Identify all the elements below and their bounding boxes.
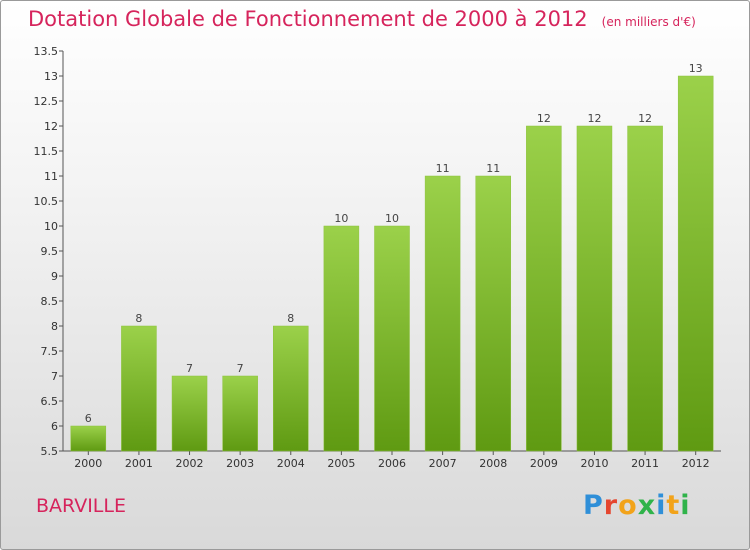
- x-tick-label: 2002: [176, 457, 204, 470]
- y-tick-label: 11: [44, 170, 58, 183]
- x-tick-label: 2003: [226, 457, 254, 470]
- y-tick-label: 6.5: [41, 395, 59, 408]
- chart-labels: 2000 6 2001 8 2002 7 2003 7 2004 8 2005 10 2006 10 200…: [74, 62, 709, 470]
- data-label: 12: [587, 112, 601, 125]
- x-tick-label: 2000: [74, 457, 102, 470]
- x-tick-label: 2009: [530, 457, 558, 470]
- x-tick-label: 2006: [378, 457, 406, 470]
- x-tick-label: 2010: [580, 457, 608, 470]
- y-tick-label: 13: [44, 70, 58, 83]
- bar-2009: [526, 125, 562, 452]
- bar-2005: [323, 225, 360, 452]
- brand-letter: P: [583, 490, 604, 521]
- data-label: 10: [385, 212, 399, 225]
- y-tick-label: 13.5: [34, 45, 59, 58]
- data-label: 10: [334, 212, 348, 225]
- data-label: 12: [638, 112, 652, 125]
- y-tick-label: 8.5: [41, 295, 59, 308]
- bar-2007: [424, 175, 461, 452]
- brand-letter: o: [618, 490, 638, 521]
- y-tick-label: 10.5: [34, 195, 59, 208]
- y-tick-label: 7.5: [41, 345, 59, 358]
- bar-2011: [627, 125, 663, 452]
- brand-letter: i: [680, 490, 691, 521]
- bar-2010: [576, 125, 613, 452]
- y-tick-label: 8: [51, 320, 58, 333]
- y-tick-label: 11.5: [34, 145, 59, 158]
- brand-letter: t: [666, 490, 681, 521]
- bar-2002: [171, 375, 208, 452]
- bar-2012: [677, 75, 714, 452]
- y-tick-label: 9: [51, 270, 58, 283]
- bar-2006: [374, 225, 410, 452]
- y-tick-label: 12.5: [34, 95, 59, 108]
- x-tick-label: 2012: [682, 457, 710, 470]
- bar-2000: [70, 425, 107, 452]
- x-tick-label: 2005: [327, 457, 355, 470]
- city-name: BARVILLE: [36, 495, 126, 517]
- brand-letter: r: [603, 490, 619, 521]
- data-label: 8: [287, 312, 294, 325]
- data-label: 7: [237, 362, 244, 375]
- proxiti-logo: Proxiti: [583, 490, 691, 521]
- data-label: 6: [85, 412, 92, 425]
- data-label: 11: [436, 162, 450, 175]
- chart-bars: [70, 75, 714, 452]
- y-tick-label: 10: [44, 220, 58, 233]
- chart-title-text: Dotation Globale de Fonctionnement de 20…: [28, 7, 588, 31]
- y-tick-label: 6: [51, 420, 58, 433]
- y-tick-label: 5.5: [41, 445, 59, 458]
- x-tick-label: 2001: [125, 457, 153, 470]
- data-label: 7: [186, 362, 193, 375]
- x-tick-label: 2008: [479, 457, 507, 470]
- bar-2008: [475, 175, 511, 452]
- brand-letter: i: [656, 490, 667, 521]
- x-tick-label: 2007: [429, 457, 457, 470]
- chart-axes: 5.5 6 6.5 7 7.5 8 8.5 9 9.5 10 10.5 11 11.5 12 12.5 13 1…: [34, 45, 721, 458]
- bar-2004: [273, 325, 309, 452]
- brand-letter: x: [637, 490, 657, 521]
- y-tick-label: 7: [51, 370, 58, 383]
- x-tick-label: 2004: [277, 457, 305, 470]
- chart-title: Dotation Globale de Fonctionnement de 20…: [28, 7, 696, 31]
- data-label: 8: [135, 312, 142, 325]
- data-label: 12: [537, 112, 551, 125]
- x-tick-label: 2011: [631, 457, 659, 470]
- bar-2001: [121, 325, 157, 452]
- data-label: 11: [486, 162, 500, 175]
- y-tick-label: 12: [44, 120, 58, 133]
- chart-subtitle: (en milliers d'€): [601, 15, 696, 29]
- y-tick-label: 9.5: [41, 245, 59, 258]
- data-label: 13: [689, 62, 703, 75]
- bar-2003: [222, 375, 258, 452]
